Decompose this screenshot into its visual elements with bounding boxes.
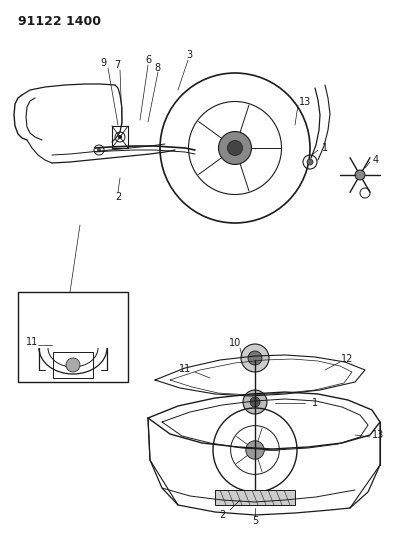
Circle shape <box>248 351 262 365</box>
Bar <box>215 490 295 505</box>
Circle shape <box>97 148 101 152</box>
Circle shape <box>355 170 365 180</box>
Text: 5: 5 <box>252 516 258 526</box>
Text: 91122 1400: 91122 1400 <box>18 15 101 28</box>
Text: 9: 9 <box>100 58 106 68</box>
Circle shape <box>218 132 252 165</box>
Text: 6: 6 <box>145 55 151 65</box>
Text: 13: 13 <box>299 97 311 107</box>
Circle shape <box>118 135 122 139</box>
Circle shape <box>243 390 267 414</box>
Text: 11: 11 <box>26 337 38 347</box>
Text: 11: 11 <box>179 364 191 374</box>
Circle shape <box>307 159 313 165</box>
Circle shape <box>241 344 269 372</box>
Text: 13: 13 <box>372 430 384 440</box>
Text: 2: 2 <box>219 510 225 520</box>
Circle shape <box>227 141 243 156</box>
Text: 3: 3 <box>186 50 192 60</box>
Text: 2: 2 <box>115 192 121 202</box>
Circle shape <box>66 358 80 372</box>
Text: 7: 7 <box>114 60 120 70</box>
Text: 12: 12 <box>341 354 353 364</box>
Text: 10: 10 <box>229 338 241 348</box>
Circle shape <box>246 441 264 459</box>
Bar <box>18 292 128 382</box>
Text: 4: 4 <box>373 155 379 165</box>
Text: 1: 1 <box>312 398 318 408</box>
Circle shape <box>250 397 260 407</box>
Text: 1: 1 <box>322 143 328 153</box>
Bar <box>53 352 93 378</box>
Text: 8: 8 <box>154 63 160 73</box>
